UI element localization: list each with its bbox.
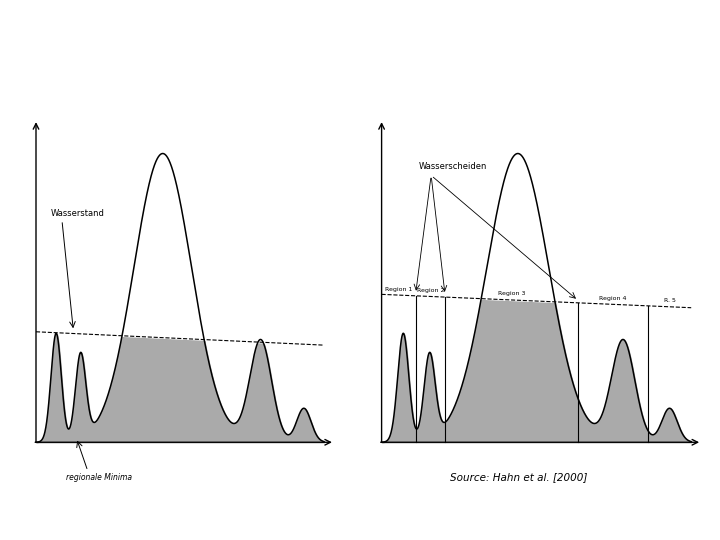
Text: R. 5: R. 5	[664, 298, 675, 303]
Text: Region 3: Region 3	[498, 292, 526, 296]
Polygon shape	[716, 480, 720, 540]
Text: University of Magdeburg: University of Magdeburg	[76, 523, 183, 532]
Text: 26: 26	[679, 511, 696, 524]
Text: Wasserstand: Wasserstand	[50, 209, 104, 218]
Text: Region 1: Region 1	[385, 287, 413, 292]
Polygon shape	[0, 0, 8, 66]
Text: Visualization Research Group: Visualization Research Group	[76, 505, 203, 515]
Text: Wasserscheiden: Wasserscheiden	[419, 162, 487, 171]
Text: VIS: VIS	[18, 501, 46, 516]
Text: Segmentation: Watershed Transform: Segmentation: Watershed Transform	[128, 15, 592, 35]
Text: regionale Minima: regionale Minima	[66, 474, 132, 482]
Text: Region 4: Region 4	[599, 296, 627, 301]
Text: Source: Hahn et al. [2000]: Source: Hahn et al. [2000]	[450, 472, 587, 482]
Text: Bernhard Preim: Bernhard Preim	[305, 511, 415, 524]
Text: Region 2: Region 2	[417, 288, 444, 293]
